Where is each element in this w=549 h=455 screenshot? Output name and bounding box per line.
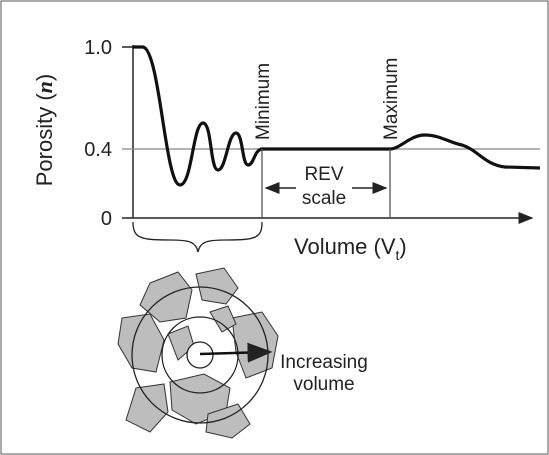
- circle-medium: [161, 316, 239, 394]
- x-axis-label: Volume (Vt): [294, 234, 407, 263]
- y-tick-label: 1.0: [84, 37, 112, 59]
- sample-label: Increasing: [280, 352, 368, 373]
- porosity-curve: [133, 45, 541, 187]
- rev-label: scale: [302, 188, 346, 209]
- y-tick-label: 0: [101, 208, 112, 230]
- maximum-label: Maximum: [381, 58, 402, 140]
- rev-label: REV: [304, 164, 343, 185]
- minimum-label: Minimum: [253, 63, 274, 140]
- y-tick-label: 0.4: [84, 139, 112, 161]
- sample-label: volume: [293, 374, 354, 395]
- circle-small: [186, 341, 214, 369]
- volume-arrow: [199, 342, 273, 363]
- brace: [132, 221, 263, 253]
- y-axis-label: Porosity (n): [32, 74, 57, 187]
